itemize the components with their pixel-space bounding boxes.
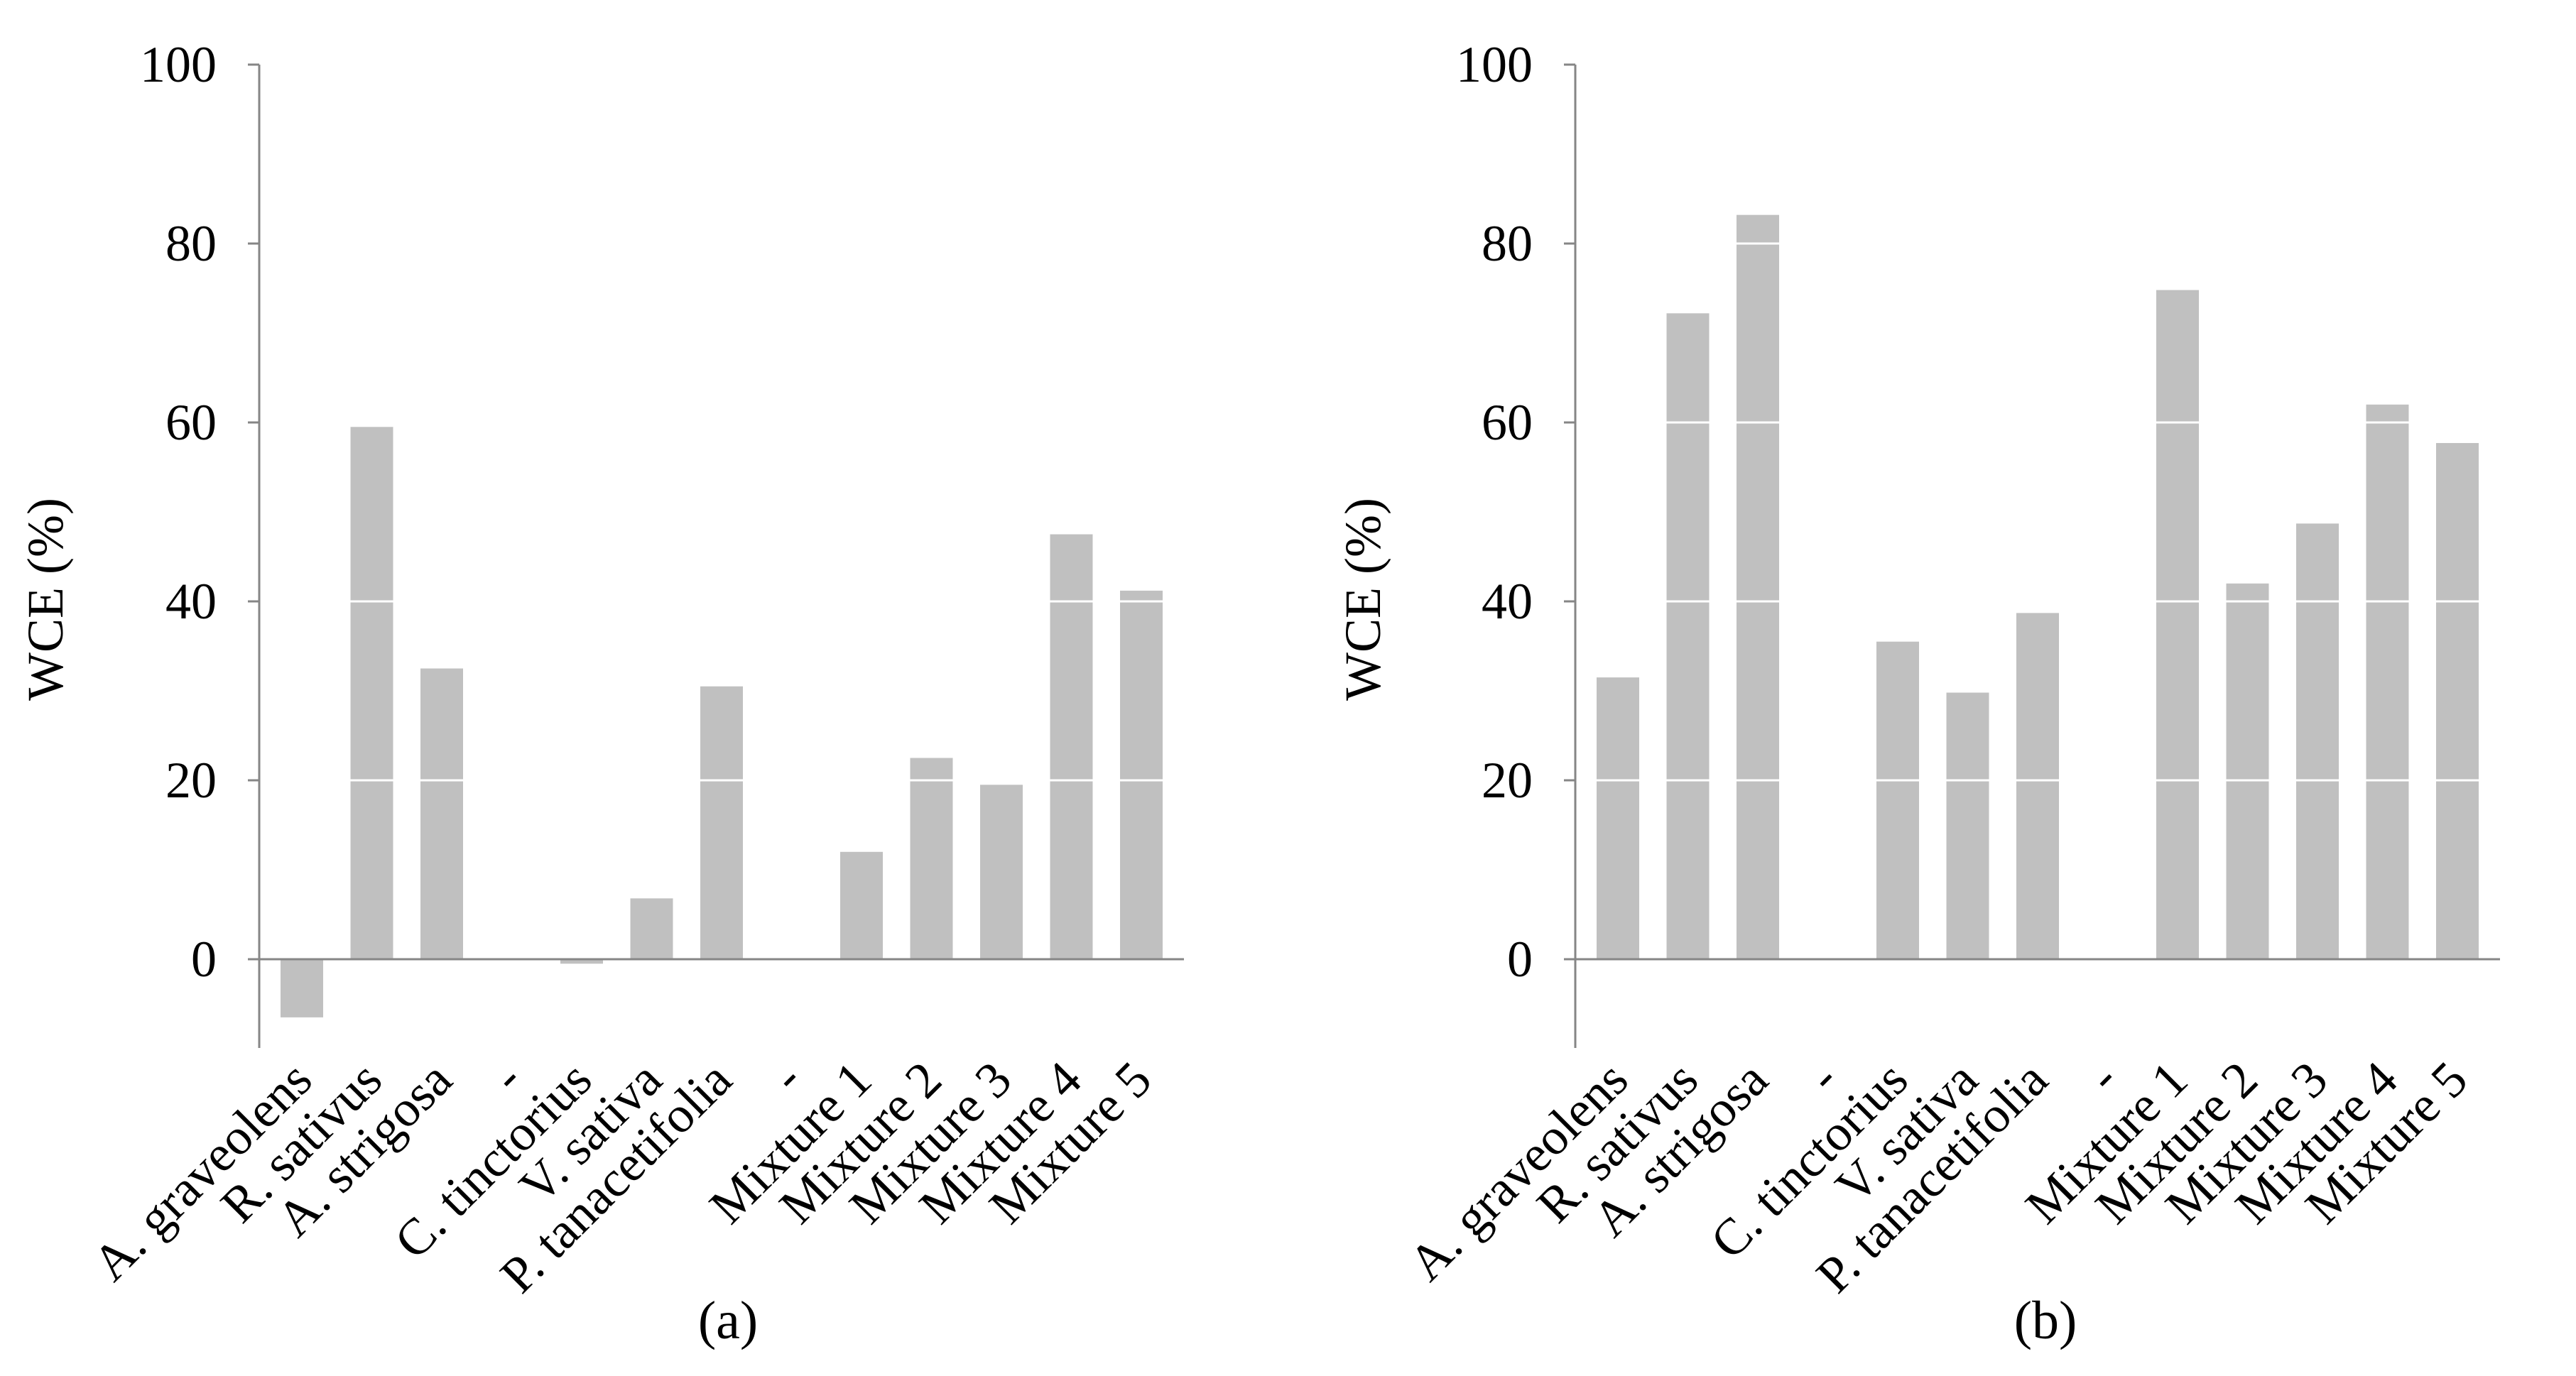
bar-6 (630, 898, 673, 959)
y-tick-label-20: 20 (1482, 752, 1533, 809)
bar-10 (910, 758, 953, 959)
y-tick-label-0: 0 (1507, 931, 1533, 988)
y-axis-title: WCE (%) (17, 498, 74, 701)
bar-13 (1120, 590, 1163, 959)
bar-5 (1876, 641, 1919, 959)
panel-label: (b) (2014, 1291, 2077, 1350)
y-tick-label-40: 40 (165, 573, 217, 630)
bar-10 (2226, 583, 2269, 959)
bar-13 (2436, 442, 2479, 959)
bar-6 (1946, 692, 1989, 959)
bar-3 (1737, 214, 1779, 960)
bar-11 (980, 785, 1023, 959)
y-tick-label-100: 100 (140, 36, 217, 93)
bar-12 (1050, 534, 1093, 959)
bar-5 (560, 959, 603, 964)
y-tick-label-20: 20 (165, 752, 217, 809)
y-tick-label-80: 80 (165, 215, 217, 272)
y-tick-label-100: 100 (1456, 36, 1533, 93)
bar-1 (281, 959, 323, 1017)
bar-1 (1597, 677, 1639, 959)
bar-12 (2366, 404, 2409, 959)
panel-label: (a) (698, 1291, 758, 1350)
bar-9 (2156, 290, 2199, 959)
y-axis-title: WCE (%) (1335, 498, 1391, 701)
bar-2 (350, 427, 393, 959)
y-tick-label-60: 60 (165, 394, 217, 451)
bar-7 (2016, 613, 2059, 959)
bar-2 (1666, 313, 1710, 959)
y-tick-label-60: 60 (1482, 394, 1533, 451)
y-tick-label-80: 80 (1482, 215, 1533, 272)
bar-9 (840, 851, 883, 959)
y-tick-label-40: 40 (1482, 573, 1533, 630)
bar-11 (2296, 523, 2339, 959)
bar-7 (700, 686, 743, 959)
y-tick-label-0: 0 (191, 931, 217, 988)
bar-3 (420, 668, 463, 959)
